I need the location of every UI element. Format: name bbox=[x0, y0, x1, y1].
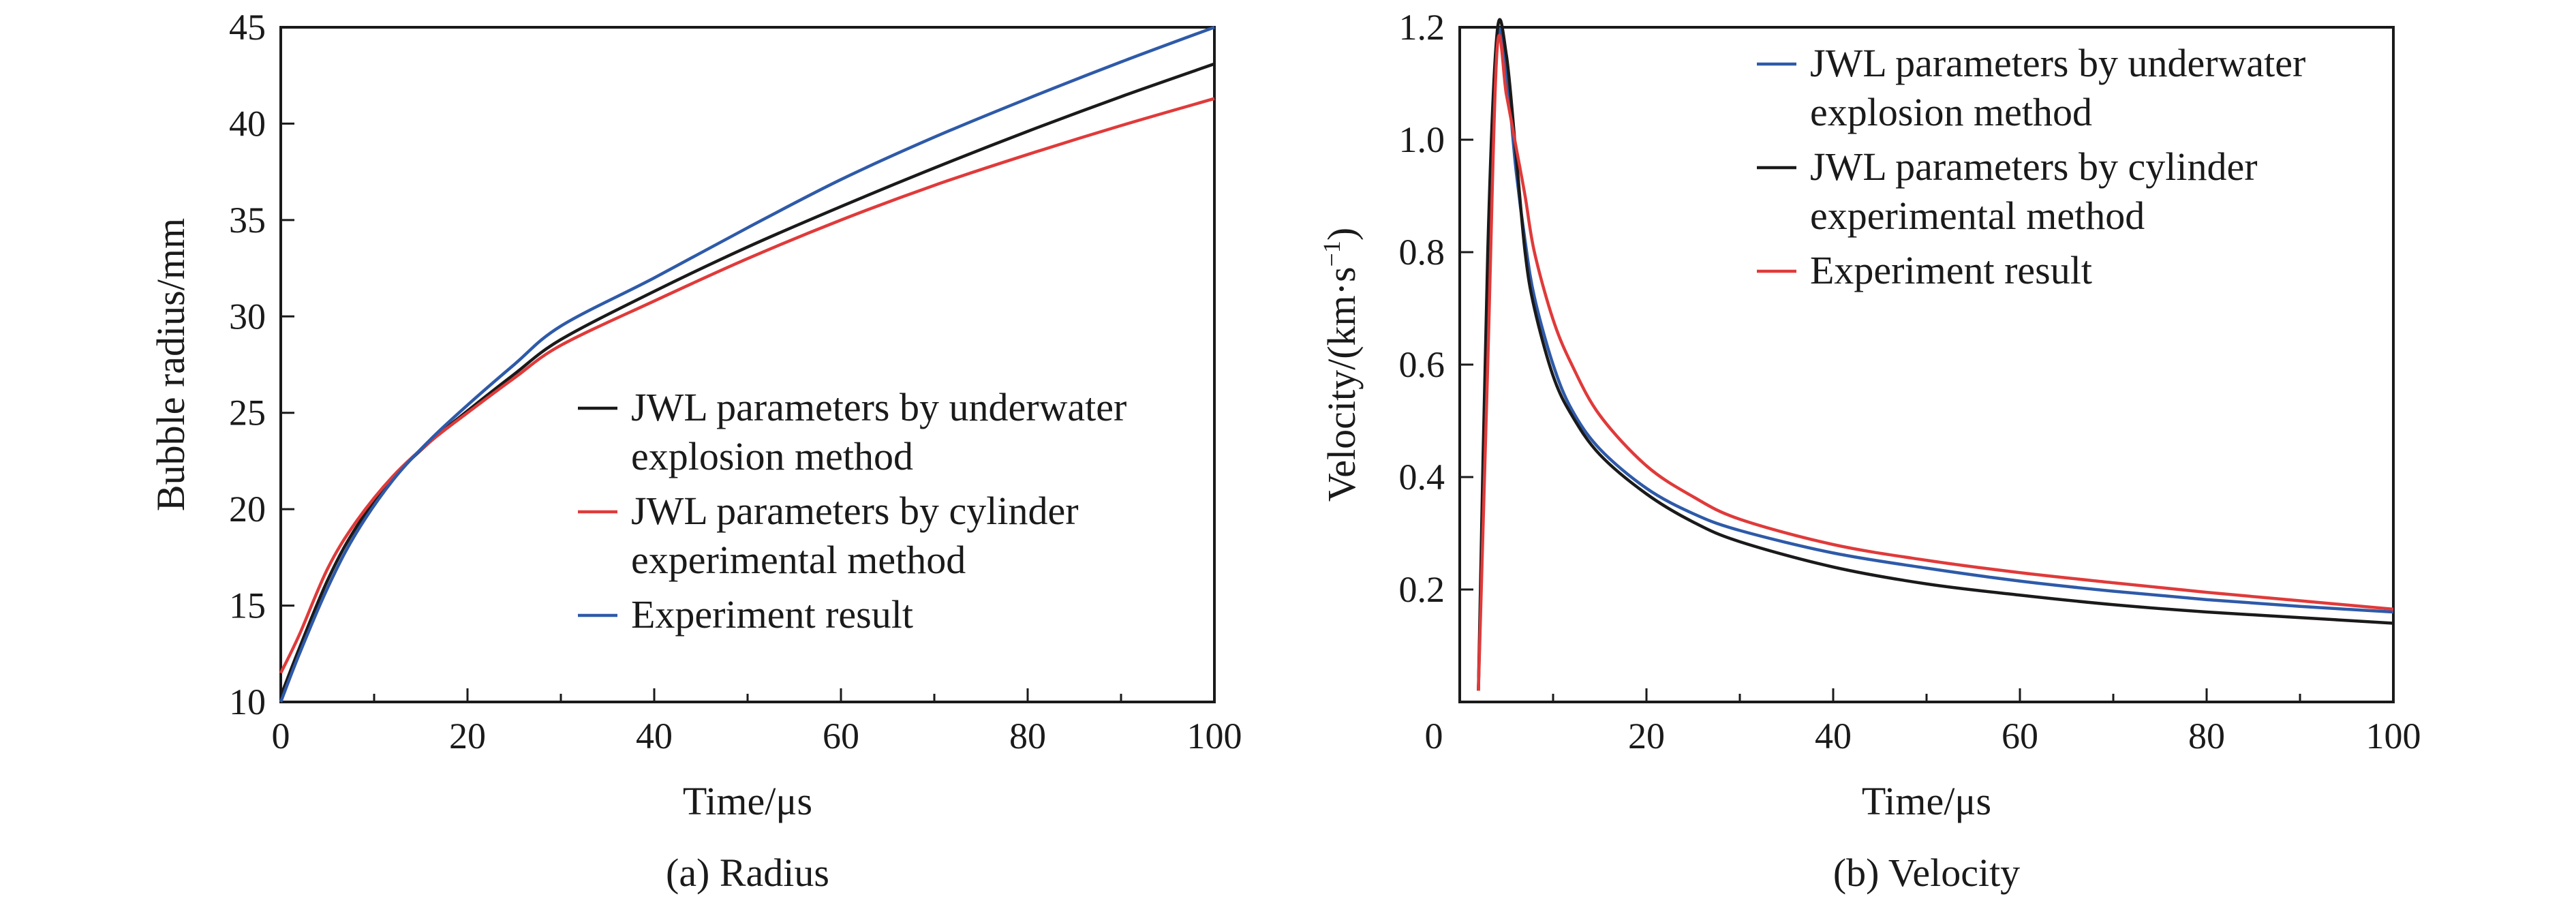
x-tick-label: 80 bbox=[1009, 716, 1046, 756]
legend-entry-line: JWL parameters by underwater bbox=[1810, 41, 2305, 85]
y-tick-label: 45 bbox=[229, 7, 266, 48]
x-tick-label: 20 bbox=[449, 716, 486, 756]
x-tick-label: 100 bbox=[1187, 716, 1242, 756]
legend-entry-line: explosion method bbox=[1810, 90, 2092, 134]
y-axis-title-text: Velocity/(km·s bbox=[1319, 266, 1364, 502]
y-tick-label: 1.0 bbox=[1399, 119, 1445, 160]
y-axis-title-text: Bubble radius/mm bbox=[149, 218, 193, 511]
y-tick-label: 0.8 bbox=[1399, 232, 1445, 273]
legend-entry-line: Experiment result bbox=[631, 592, 913, 637]
legend-entry-line: Experiment result bbox=[1810, 248, 2092, 292]
series-line-3 bbox=[1477, 34, 2394, 691]
y-tick-label: 1.2 bbox=[1399, 7, 1445, 48]
x-tick-label: 20 bbox=[1628, 716, 1665, 756]
legend-entry: JWL parameters by cylinder experimental m… bbox=[1810, 144, 2258, 238]
y-tick-label: 0.2 bbox=[1399, 569, 1445, 610]
y-tick-label: 25 bbox=[229, 393, 266, 433]
panel-caption: (b) Velocity bbox=[1833, 851, 2020, 895]
x-axis-title: Time/μs bbox=[1862, 779, 1991, 823]
legend: JWL parameters by underwater explosion me… bbox=[1757, 41, 2305, 292]
y-axis-title-superscript: −1 bbox=[1318, 241, 1345, 266]
legend-entry: Experiment result bbox=[631, 592, 913, 637]
x-tick-label: 100 bbox=[2366, 716, 2421, 756]
panel-caption: (a) Radius bbox=[666, 851, 829, 895]
y-axis-title-end: ) bbox=[1319, 228, 1364, 241]
legend-entry-line: experimental method bbox=[631, 538, 966, 582]
x-tick-label: 60 bbox=[2002, 716, 2038, 756]
y-tick-label: 0.6 bbox=[1399, 344, 1445, 385]
legend-entry-line: experimental method bbox=[1810, 194, 2145, 238]
legend-entry-line: JWL parameters by underwater bbox=[631, 385, 1126, 429]
legend-entry: Experiment result bbox=[1810, 248, 2092, 292]
y-axis-title: Velocity/(km·s−1) bbox=[1318, 228, 1364, 502]
legend-entry-line: JWL parameters by cylinder bbox=[631, 489, 1079, 533]
x-tick-label: 0 bbox=[1425, 716, 1443, 756]
y-tick-label: 0.4 bbox=[1399, 457, 1445, 498]
series-line-3 bbox=[279, 25, 1215, 703]
y-tick-label: 20 bbox=[229, 489, 266, 530]
y-tick-label: 15 bbox=[229, 585, 266, 626]
y-tick-label: 30 bbox=[229, 296, 266, 337]
y-tick-label: 35 bbox=[229, 200, 266, 241]
legend-entry: JWL parameters by underwater explosion me… bbox=[631, 385, 1126, 478]
legend-entry-line: JWL parameters by cylinder bbox=[1810, 144, 2258, 189]
radius-chart: 0 20 40 60 80 100 10 15 20 25 30 35 40 45 Time/μs Bubbl… bbox=[149, 7, 1242, 895]
y-axis-title: Bubble radius/mm bbox=[149, 218, 193, 511]
x-tick-label: 80 bbox=[2188, 716, 2225, 756]
x-tick-label: 0 bbox=[272, 716, 290, 756]
series-line-2 bbox=[279, 97, 1215, 674]
velocity-chart: 20 40 60 80 100 0 0.2 0.4 0.6 0.8 1.0 1.2 Time/μs Vel… bbox=[1318, 7, 2421, 895]
y-tick-label: 40 bbox=[229, 103, 266, 144]
x-tick-label: 60 bbox=[823, 716, 859, 756]
legend-entry: JWL parameters by underwater explosion me… bbox=[1810, 41, 2305, 134]
legend: JWL parameters by underwater explosion me… bbox=[578, 385, 1126, 637]
legend-entry-line: explosion method bbox=[631, 434, 913, 478]
x-tick-label: 40 bbox=[636, 716, 673, 756]
y-tick-label: 10 bbox=[229, 682, 266, 722]
legend-entry: JWL parameters by cylinder experimental m… bbox=[631, 489, 1079, 582]
x-axis-title: Time/μs bbox=[683, 779, 812, 823]
series-line-1 bbox=[279, 62, 1215, 697]
x-tick-label: 40 bbox=[1815, 716, 1852, 756]
